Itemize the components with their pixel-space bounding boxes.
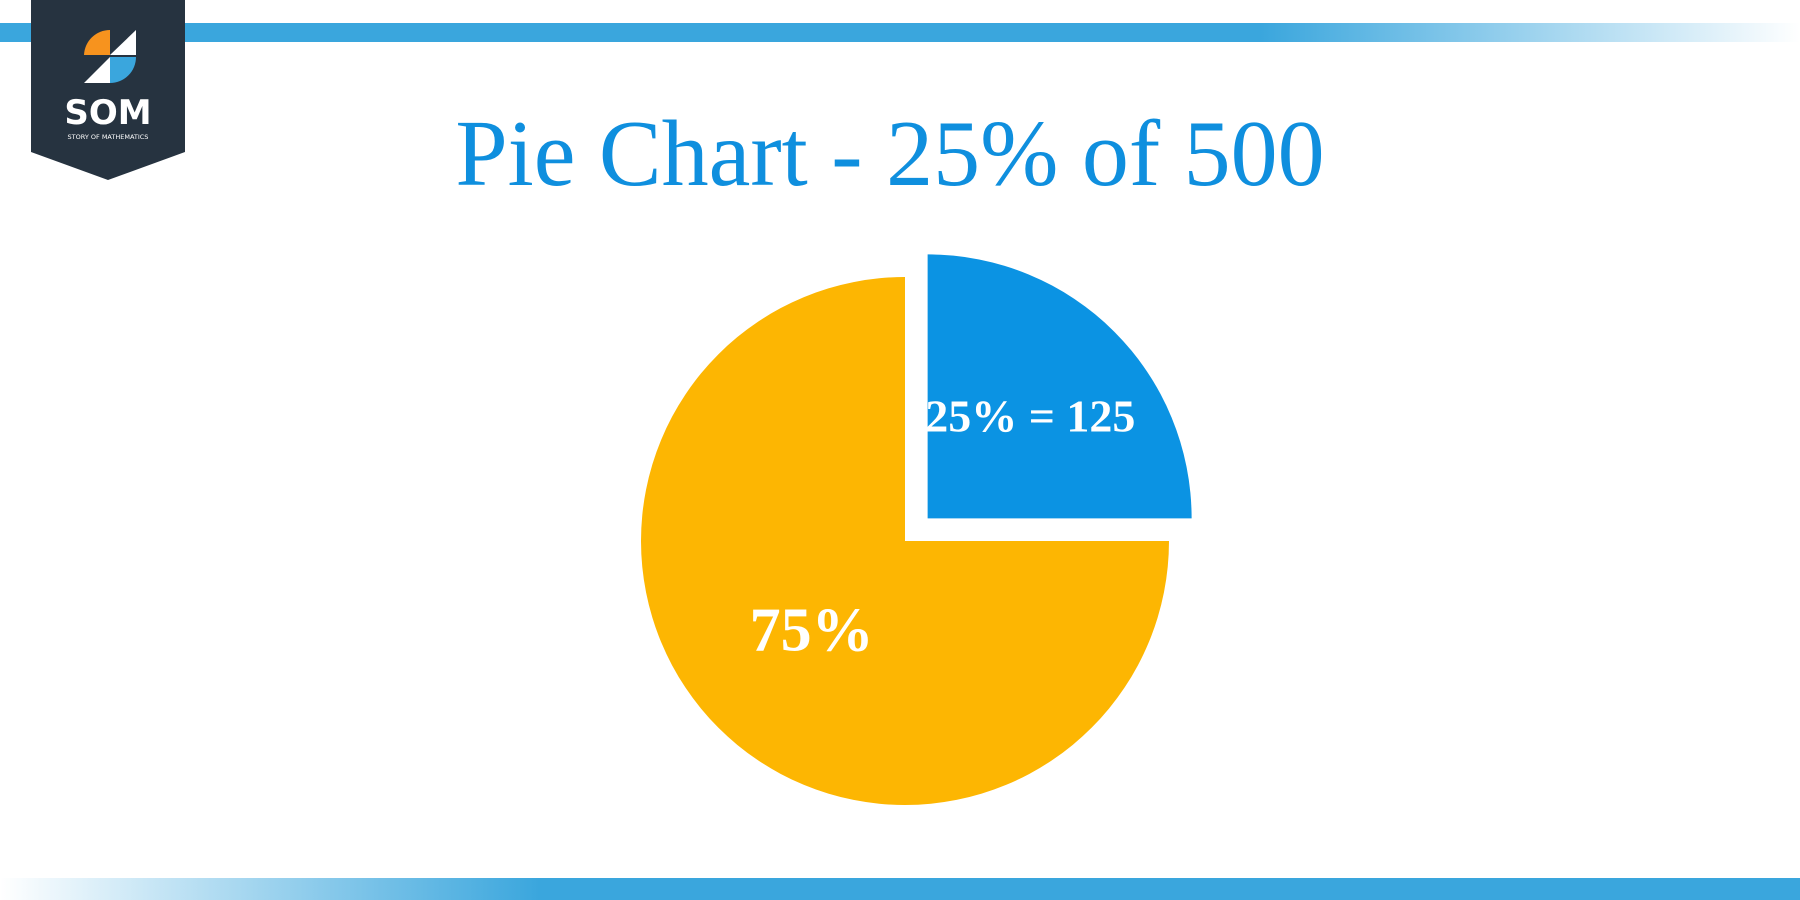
logo-badge xyxy=(31,0,185,180)
slice-label: 25% = 125 xyxy=(925,391,1135,442)
logo: SOM STORY OF MATHEMATICS xyxy=(31,0,185,180)
logo-name: SOM xyxy=(64,93,151,133)
logo-icon xyxy=(110,30,136,55)
logo-icon xyxy=(84,57,110,83)
logo-tagline: STORY OF MATHEMATICS xyxy=(68,133,149,141)
bottom-stripe xyxy=(0,878,1800,900)
top-stripe xyxy=(0,23,1800,42)
chart-title: Pie Chart - 25% of 500 xyxy=(455,102,1324,206)
logo-icon xyxy=(84,29,110,55)
pie-slice xyxy=(641,277,1169,805)
slice-label: 75% xyxy=(750,596,874,664)
logo-icon xyxy=(110,57,136,83)
pie-slice xyxy=(927,254,1192,519)
